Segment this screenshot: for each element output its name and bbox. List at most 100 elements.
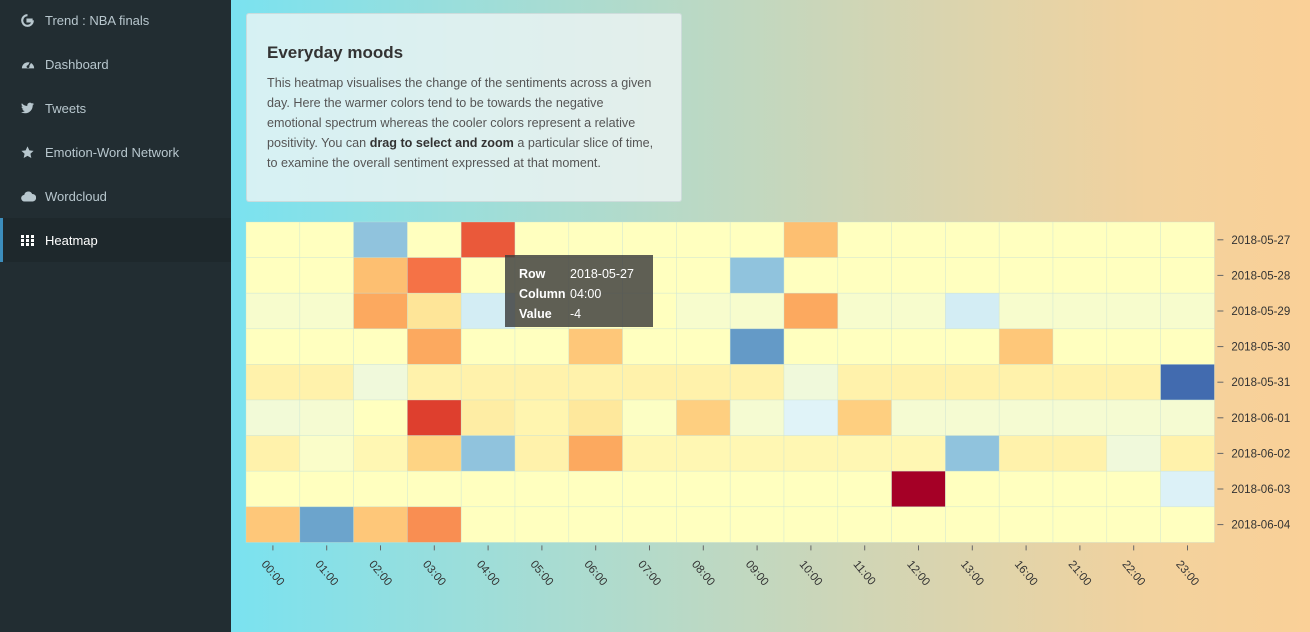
heatmap-cell[interactable] bbox=[998, 399, 1054, 436]
heatmap-cell[interactable] bbox=[1052, 328, 1108, 365]
heatmap-cell[interactable] bbox=[1106, 292, 1161, 330]
heatmap-cell[interactable] bbox=[299, 399, 354, 436]
heatmap-cell[interactable] bbox=[837, 399, 892, 436]
heatmap-cell[interactable] bbox=[891, 435, 946, 472]
heatmap-cell[interactable] bbox=[783, 328, 839, 365]
heatmap-cell[interactable] bbox=[245, 221, 301, 258]
heatmap-cell[interactable] bbox=[1106, 328, 1161, 365]
heatmap-cell[interactable] bbox=[945, 292, 1000, 330]
heatmap-cell[interactable] bbox=[299, 257, 354, 294]
heatmap-cell[interactable] bbox=[1052, 221, 1108, 258]
heatmap-cell[interactable] bbox=[299, 506, 354, 543]
heatmap-cell[interactable] bbox=[1160, 328, 1215, 365]
heatmap-cell[interactable] bbox=[622, 221, 677, 258]
heatmap-cell[interactable] bbox=[945, 257, 1000, 294]
heatmap-cell[interactable] bbox=[1106, 257, 1161, 294]
heatmap-cell[interactable] bbox=[1052, 364, 1108, 401]
heatmap-cell[interactable] bbox=[783, 292, 839, 330]
heatmap-cell[interactable] bbox=[245, 435, 301, 472]
heatmap-cell[interactable] bbox=[568, 364, 623, 401]
heatmap-cell[interactable] bbox=[837, 292, 892, 330]
heatmap-cell[interactable] bbox=[783, 364, 839, 401]
heatmap-cell[interactable] bbox=[460, 435, 516, 472]
heatmap-cell[interactable] bbox=[1052, 292, 1108, 330]
heatmap-cell[interactable] bbox=[245, 328, 301, 365]
heatmap-cell[interactable] bbox=[998, 292, 1054, 330]
heatmap-cell[interactable] bbox=[299, 328, 354, 365]
heatmap-cell[interactable] bbox=[945, 328, 1000, 365]
heatmap-cell[interactable] bbox=[407, 470, 462, 508]
heatmap-cell[interactable] bbox=[622, 470, 677, 508]
heatmap-cell[interactable] bbox=[353, 435, 408, 472]
heatmap-cell[interactable] bbox=[837, 506, 892, 543]
heatmap-cell[interactable] bbox=[837, 435, 892, 472]
heatmap-cell[interactable] bbox=[353, 364, 408, 401]
heatmap-cell[interactable] bbox=[245, 506, 301, 543]
heatmap-cell[interactable] bbox=[1106, 470, 1161, 508]
heatmap-cell[interactable] bbox=[1160, 435, 1215, 472]
heatmap-cell[interactable] bbox=[407, 364, 462, 401]
heatmap-cell[interactable] bbox=[622, 399, 677, 436]
heatmap-cell[interactable] bbox=[998, 470, 1054, 508]
heatmap-cell[interactable] bbox=[514, 328, 570, 365]
heatmap-cell[interactable] bbox=[891, 221, 946, 258]
heatmap-cell[interactable] bbox=[891, 364, 946, 401]
heatmap-cell[interactable] bbox=[998, 257, 1054, 294]
heatmap-cell[interactable] bbox=[1160, 292, 1215, 330]
heatmap-cell[interactable] bbox=[299, 292, 354, 330]
heatmap-cell[interactable] bbox=[729, 292, 785, 330]
heatmap-cell[interactable] bbox=[353, 221, 408, 258]
heatmap-cell[interactable] bbox=[729, 435, 785, 472]
heatmap-cell[interactable] bbox=[783, 435, 839, 472]
heatmap-cell[interactable] bbox=[299, 364, 354, 401]
heatmap-cell[interactable] bbox=[945, 364, 1000, 401]
heatmap-cell[interactable] bbox=[1052, 470, 1108, 508]
heatmap-cell[interactable] bbox=[407, 221, 462, 258]
heatmap-cell[interactable] bbox=[945, 221, 1000, 258]
heatmap-cell[interactable] bbox=[676, 292, 731, 330]
heatmap-cell[interactable] bbox=[998, 328, 1054, 365]
heatmap-cell[interactable] bbox=[783, 506, 839, 543]
heatmap-cell[interactable] bbox=[676, 221, 731, 258]
heatmap-cell[interactable] bbox=[622, 506, 677, 543]
heatmap-cell[interactable] bbox=[1052, 257, 1108, 294]
heatmap-cell[interactable] bbox=[945, 470, 1000, 508]
sidebar-item-dashboard[interactable]: Dashboard bbox=[0, 42, 231, 86]
heatmap-cell[interactable] bbox=[514, 221, 570, 258]
heatmap-cell[interactable] bbox=[568, 470, 623, 508]
heatmap-cell[interactable] bbox=[945, 399, 1000, 436]
heatmap-cell[interactable] bbox=[998, 364, 1054, 401]
heatmap-cell[interactable] bbox=[837, 257, 892, 294]
heatmap-cell[interactable] bbox=[783, 257, 839, 294]
heatmap-cell[interactable] bbox=[568, 399, 623, 436]
heatmap-cell[interactable] bbox=[568, 506, 623, 543]
heatmap-cell[interactable] bbox=[514, 364, 570, 401]
heatmap-cell[interactable] bbox=[1052, 506, 1108, 543]
heatmap-cell[interactable] bbox=[1160, 364, 1215, 401]
heatmap-cell[interactable] bbox=[514, 435, 570, 472]
heatmap-cell[interactable] bbox=[891, 399, 946, 436]
heatmap-cell[interactable] bbox=[837, 364, 892, 401]
heatmap-cell[interactable] bbox=[568, 435, 623, 472]
heatmap-cell[interactable] bbox=[837, 328, 892, 365]
heatmap-cell[interactable] bbox=[783, 399, 839, 436]
heatmap-cell[interactable] bbox=[353, 506, 408, 543]
heatmap-cell[interactable] bbox=[729, 364, 785, 401]
heatmap-cell[interactable] bbox=[729, 257, 785, 294]
heatmap-cell[interactable] bbox=[514, 470, 570, 508]
heatmap-cell[interactable] bbox=[245, 399, 301, 436]
heatmap-cell[interactable] bbox=[676, 506, 731, 543]
heatmap-cell[interactable] bbox=[622, 435, 677, 472]
heatmap-cell[interactable] bbox=[729, 399, 785, 436]
heatmap-cell[interactable] bbox=[460, 221, 516, 258]
heatmap-cell[interactable] bbox=[676, 399, 731, 436]
heatmap-cell[interactable] bbox=[1106, 506, 1161, 543]
heatmap-cell[interactable] bbox=[353, 470, 408, 508]
heatmap-cell[interactable] bbox=[1106, 435, 1161, 472]
heatmap-cell[interactable] bbox=[729, 221, 785, 258]
heatmap-cell[interactable] bbox=[891, 506, 946, 543]
heatmap-cell[interactable] bbox=[514, 399, 570, 436]
sidebar-item-tweets[interactable]: Tweets bbox=[0, 86, 231, 130]
heatmap-cell[interactable] bbox=[945, 506, 1000, 543]
heatmap-cell[interactable] bbox=[783, 221, 839, 258]
